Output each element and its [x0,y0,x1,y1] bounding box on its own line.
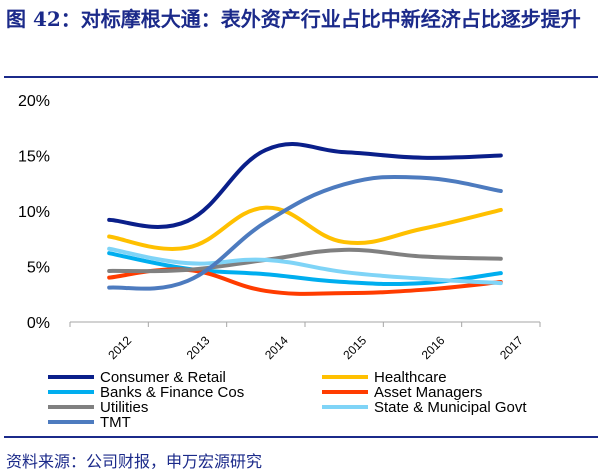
legend-label-state-municipal-govt: State & Municipal Govt [374,399,527,416]
chart-legend: Consumer & Retail Healthcare Banks & Finan… [48,369,527,431]
legend-label-asset-managers: Asset Managers [374,384,482,401]
x-tick-label: 2014 [262,333,291,362]
legend-label-banks-finance-cos: Banks & Finance Cos [100,384,244,401]
series-line-state-municipal-govt [107,246,503,286]
source-divider [4,436,598,438]
x-tick-label: 2012 [105,333,134,362]
y-tick-label: 5% [27,260,50,277]
chart-axes: 0% 5% 10% 15% 20% 2012 2013 2014 2015 2016 2017 [18,93,541,362]
y-tick-label: 15% [18,149,50,166]
series-line-healthcare [107,205,503,251]
series-line-utilities [107,247,503,274]
legend-label-utilities: Utilities [100,399,148,416]
chart-lines [107,142,503,296]
x-tick-label: 2016 [419,333,448,362]
y-tick-label: 20% [18,93,50,110]
series-line-tmt [107,174,503,291]
source-note: 资料来源：公司财报，申万宏源研究 [6,452,263,471]
y-tick-label: 0% [27,315,50,332]
title-divider [4,76,598,78]
series-line-consumer-retail [107,142,503,229]
legend-label-consumer-retail: Consumer & Retail [100,369,226,386]
legend-label-tmt: TMT [100,414,131,431]
chart-title: 图 42：对标摩根大通：表外资产行业占比中新经济占比逐步提升 [6,7,581,31]
y-tick-label: 10% [18,204,50,221]
x-tick-label: 2015 [340,333,369,362]
x-tick-label: 2013 [184,333,213,362]
legend-label-healthcare: Healthcare [374,369,447,386]
x-tick-label: 2017 [497,333,526,362]
